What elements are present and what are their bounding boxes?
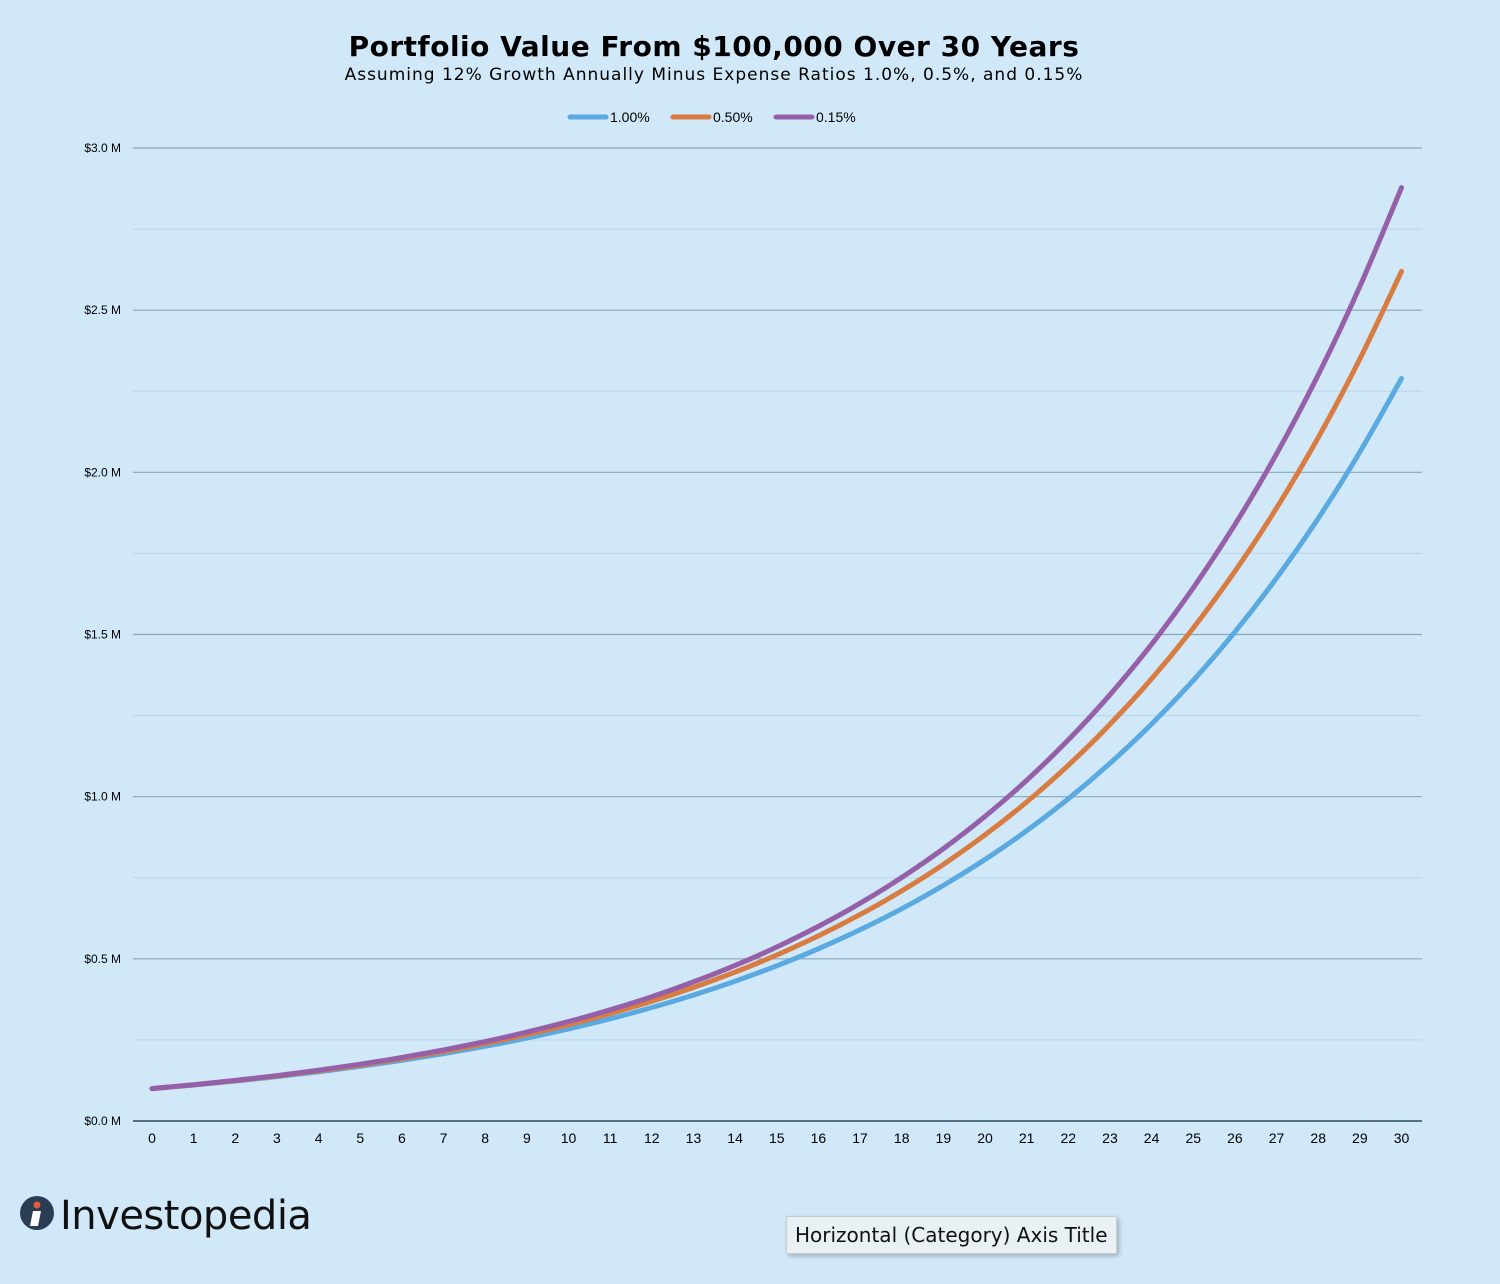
x-tick-label: 2 [231,1130,239,1146]
chart-subtitle: Assuming 12% Growth Annually Minus Expen… [345,65,1084,85]
y-tick-label: $0.0 M [84,1114,121,1128]
y-tick-label: $2.0 M [84,465,121,479]
x-tick-label: 19 [936,1130,952,1146]
x-tick-label: 0 [148,1130,156,1146]
y-axis-ticks: $0.0 M $0.5 M $1.0 M $1.5 M $2.0 M $2.5 M $3.0… [84,141,121,1128]
x-tick-label: 8 [481,1130,489,1146]
x-tick-label: 22 [1061,1130,1077,1146]
legend: 1.00% 0.50% 0.15% [567,109,856,125]
series-line-3[interactable] [149,185,1404,1092]
logo-dot-icon [33,1201,41,1209]
x-tick-label: 23 [1102,1130,1118,1146]
x-tick-label: 21 [1019,1130,1035,1146]
y-tick-label: $1.5 M [84,628,121,642]
x-tick-label: 17 [852,1130,868,1146]
x-tick-label: 24 [1144,1130,1160,1146]
x-tick-label: 1 [190,1130,198,1146]
x-tick-label: 10 [561,1130,577,1146]
x-tick-label: 25 [1185,1130,1201,1146]
x-tick-label: 3 [273,1130,281,1146]
brand-name: Investopedia [60,1193,311,1239]
y-tick-label: $0.5 M [84,952,121,966]
y-tick-label: $3.0 M [84,141,121,155]
x-tick-label: 7 [440,1130,448,1146]
legend-label-2[interactable]: 0.50% [713,109,753,125]
gridlines [133,147,1422,1041]
x-tick-label: 9 [523,1130,531,1146]
x-tick-label: 27 [1269,1130,1285,1146]
series-line-1[interactable] [149,376,1404,1092]
x-tick-label: 20 [977,1130,993,1146]
logo-i-icon [30,1211,41,1226]
x-tick-label: 30 [1394,1130,1410,1146]
x-tick-label: 5 [356,1130,364,1146]
x-tick-label: 28 [1310,1130,1326,1146]
x-tick-label: 12 [644,1130,660,1146]
investopedia-logo: Investopedia [20,1193,312,1239]
y-tick-label: $2.5 M [84,303,121,317]
x-tick-label: 29 [1352,1130,1368,1146]
x-tick-label: 6 [398,1130,406,1146]
x-tick-label: 26 [1227,1130,1243,1146]
x-tick-label: 15 [769,1130,785,1146]
chart-title: Portfolio Value From $100,000 Over 30 Ye… [349,30,1080,63]
x-tick-label: 4 [315,1130,323,1146]
x-tick-label: 11 [603,1130,618,1146]
x-tick-label: 16 [811,1130,827,1146]
legend-label-1[interactable]: 1.00% [610,109,650,125]
legend-label-3[interactable]: 0.15% [816,109,856,125]
series-lines [149,185,1404,1092]
y-tick-label: $1.0 M [84,790,121,804]
x-axis-ticks: 0 1 2 3 4 5 6 7 8 9 10 11 12 13 14 15 16 17 18 19 20 21 22 23 24… [148,1130,1409,1146]
x-tick-label: 14 [727,1130,743,1146]
axis-title-box[interactable]: Horizontal (Category) Axis Title [786,1216,1117,1254]
x-tick-label: 18 [894,1130,910,1146]
x-tick-label: 13 [686,1130,702,1146]
